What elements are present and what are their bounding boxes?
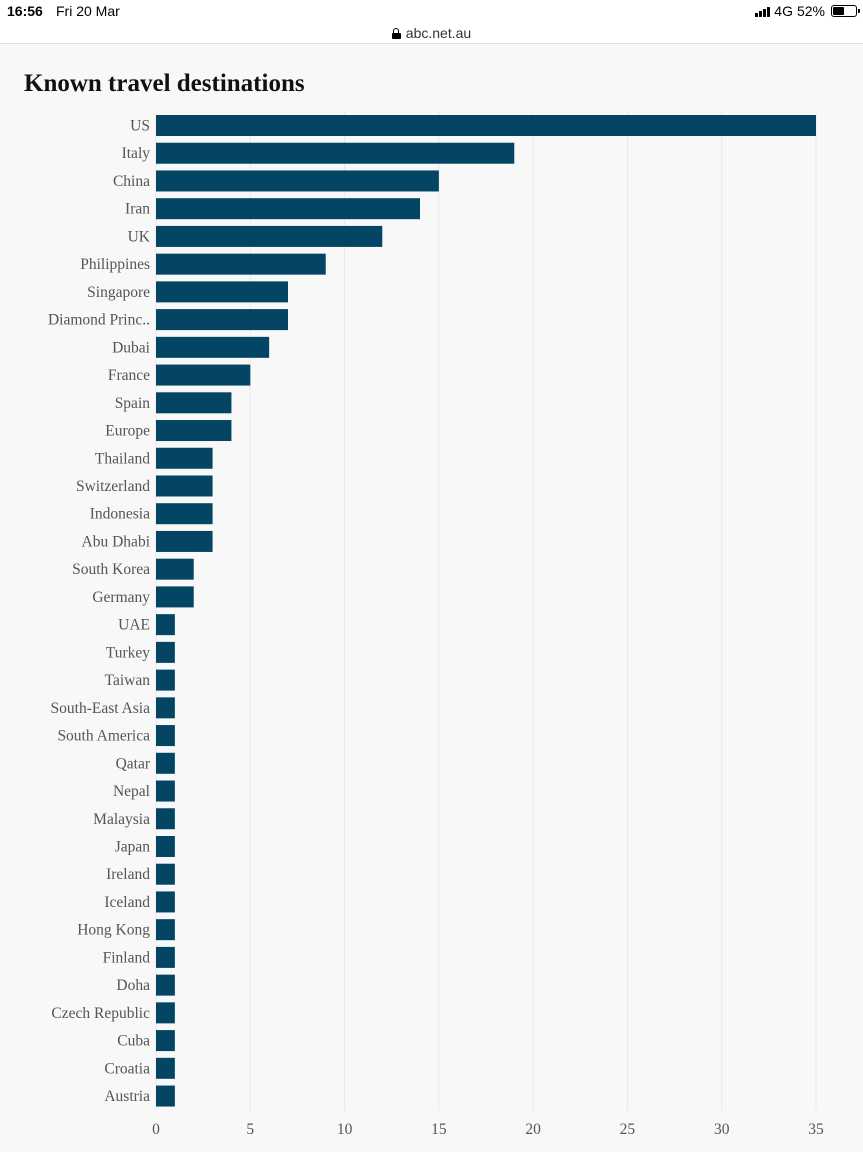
x-tick-label: 20 <box>525 1121 541 1138</box>
bar <box>156 475 213 497</box>
category-label: Dubai <box>112 339 151 356</box>
bar <box>156 1030 175 1052</box>
bar <box>156 586 194 608</box>
bar <box>156 198 420 220</box>
bar <box>156 614 175 636</box>
category-label: France <box>108 367 150 384</box>
status-indicators: 4G 52% <box>755 3 860 19</box>
bar <box>156 336 270 358</box>
category-label: Singapore <box>87 284 150 301</box>
category-label: Europe <box>105 423 150 440</box>
category-label: Austria <box>104 1088 150 1105</box>
x-tick-label: 0 <box>152 1121 160 1138</box>
bar <box>156 1057 175 1079</box>
category-label: Spain <box>115 395 151 412</box>
bar <box>156 253 326 275</box>
category-label: South Korea <box>72 561 150 578</box>
category-label: UK <box>128 228 151 245</box>
category-label: Nepal <box>113 783 150 800</box>
bar <box>156 364 251 386</box>
category-label: Finland <box>103 949 151 966</box>
category-label: Taiwan <box>105 672 151 689</box>
bar <box>156 281 288 303</box>
chart-title: Known travel destinations <box>24 70 305 97</box>
bar <box>156 808 175 830</box>
bar <box>156 641 175 663</box>
x-tick-label: 10 <box>337 1121 353 1138</box>
network-type: 4G <box>774 3 793 19</box>
category-label: Germany <box>92 589 150 606</box>
category-label: Doha <box>116 977 150 994</box>
category-label: Iran <box>125 201 150 218</box>
bar <box>156 447 213 469</box>
category-label: South America <box>57 728 150 745</box>
category-label: Italy <box>122 145 151 162</box>
bar <box>156 225 383 247</box>
bar <box>156 669 175 691</box>
category-label: South-East Asia <box>51 700 151 717</box>
category-label: Hong Kong <box>77 922 150 939</box>
bar <box>156 1085 175 1107</box>
category-label: Philippines <box>80 256 150 273</box>
bar <box>156 780 175 802</box>
bar <box>156 835 175 857</box>
category-label: Cuba <box>117 1033 150 1050</box>
category-label: Czech Republic <box>51 1005 150 1022</box>
bar <box>156 309 288 331</box>
category-label: UAE <box>118 617 150 634</box>
bar <box>156 530 213 552</box>
bar <box>156 725 175 747</box>
category-label: Malaysia <box>93 811 150 828</box>
bar <box>156 142 515 164</box>
category-label: China <box>113 173 150 190</box>
category-label: Qatar <box>116 755 151 772</box>
category-label: Diamond Princ.. <box>48 312 150 329</box>
bar <box>156 558 194 580</box>
bar <box>156 919 175 941</box>
bar <box>156 503 213 525</box>
category-label: Turkey <box>106 644 150 661</box>
bar <box>156 974 175 996</box>
status-time: 16:56 <box>7 3 43 19</box>
x-tick-label: 15 <box>431 1121 447 1138</box>
cellular-signal-icon <box>755 6 771 17</box>
category-label: Ireland <box>106 866 150 883</box>
lock-icon <box>391 28 401 39</box>
bar <box>156 946 175 968</box>
address-bar[interactable]: abc.net.au <box>0 22 863 44</box>
category-label: Abu Dhabi <box>82 533 151 550</box>
bar <box>156 420 232 442</box>
battery-fill <box>833 7 844 15</box>
x-tick-label: 35 <box>808 1121 824 1138</box>
category-label: Croatia <box>104 1060 150 1077</box>
bar <box>156 697 175 719</box>
x-tick-label: 30 <box>714 1121 730 1138</box>
url-text: abc.net.au <box>405 24 472 41</box>
bar <box>156 752 175 774</box>
bar <box>156 863 175 885</box>
bar <box>156 392 232 414</box>
bar <box>156 115 816 136</box>
bar <box>156 891 175 913</box>
category-label: Indonesia <box>90 506 150 523</box>
battery-percent: 52% <box>796 3 825 19</box>
bar <box>156 170 439 192</box>
category-label: Japan <box>115 838 151 855</box>
category-label: US <box>130 118 150 135</box>
bar <box>156 1002 175 1024</box>
status-date: Fri 20 Mar <box>56 3 120 19</box>
category-label: Iceland <box>104 894 150 911</box>
battery-icon <box>831 5 860 17</box>
category-label: Thailand <box>95 450 150 467</box>
x-tick-label: 25 <box>620 1121 636 1138</box>
x-tick-label: 5 <box>246 1121 254 1138</box>
category-label: Switzerland <box>76 478 150 495</box>
status-bar: 16:56 Fri 20 Mar 4G 52% <box>0 0 863 22</box>
